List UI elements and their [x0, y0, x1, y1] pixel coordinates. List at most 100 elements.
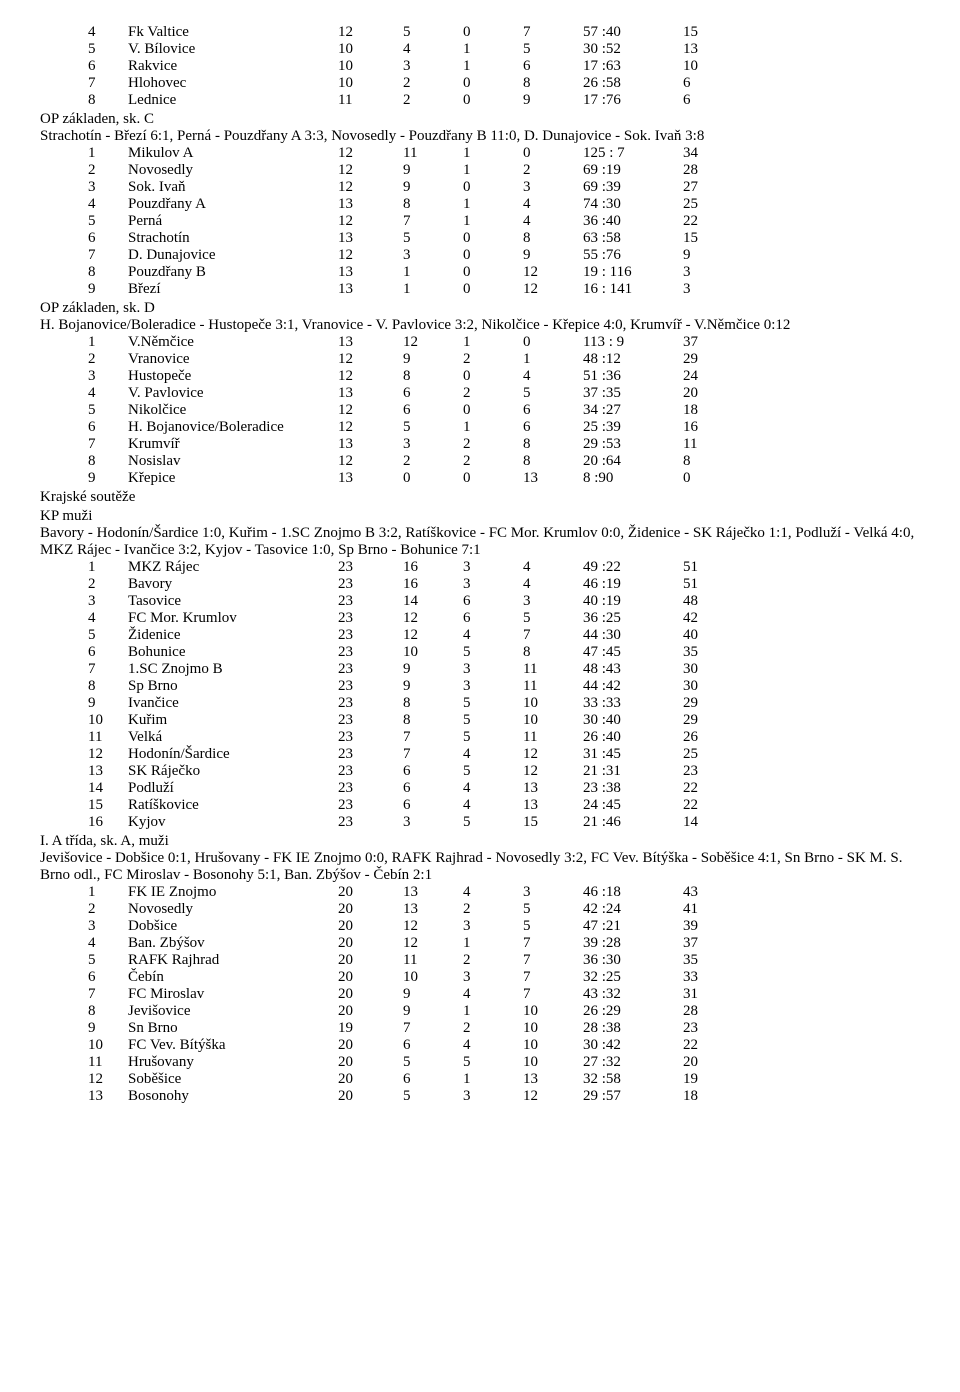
table-cell: 8 [523, 644, 583, 661]
table-cell: 6 [463, 610, 523, 627]
table-cell: 48 :12 [583, 351, 683, 368]
table-cell: 9 [88, 281, 128, 298]
table-cell: 18 [683, 402, 743, 419]
table-cell: 12 [523, 746, 583, 763]
table-cell: 63 :58 [583, 230, 683, 247]
table-cell: 11 [403, 952, 463, 969]
table-cell: 35 [683, 952, 743, 969]
table-cell: 30 :40 [583, 712, 683, 729]
table-cell: 13 [338, 470, 403, 487]
table-cell: 12 [523, 1088, 583, 1105]
table-cell: 20 [338, 952, 403, 969]
table-cell: 10 [523, 712, 583, 729]
table-cell: 4 [88, 385, 128, 402]
table-cell: 5 [403, 1054, 463, 1071]
table-cell: 13 [523, 1071, 583, 1088]
table-cell: 7 [403, 1020, 463, 1037]
table-cell: 6 [88, 644, 128, 661]
table-cell: Perná [128, 213, 338, 230]
table-cell: 7 [523, 627, 583, 644]
table-cell: 14 [403, 593, 463, 610]
table-cell: 4 [88, 935, 128, 952]
table-cell: 8 [403, 695, 463, 712]
table-cell: Březí [128, 281, 338, 298]
table-cell: 30 [683, 661, 743, 678]
table-cell: 12 [338, 419, 403, 436]
table-cell: 0 [463, 470, 523, 487]
table-cell: 57 :40 [583, 24, 683, 41]
table-cell: Pouzdřany A [128, 196, 338, 213]
table-cell: 10 [338, 58, 403, 75]
table-cell: 1 [463, 334, 523, 351]
table-cell: 3 [683, 264, 743, 281]
table-cell: Křepice [128, 470, 338, 487]
table-cell: 4 [88, 24, 128, 41]
table-cell: H. Bojanovice/Boleradice [128, 419, 338, 436]
table-cell: 15 [683, 230, 743, 247]
table-row: 5V. Bílovice1041530 :5213 [88, 41, 743, 58]
table-cell: Vranovice [128, 351, 338, 368]
table-cell: 2 [88, 901, 128, 918]
table-cell: 2 [88, 351, 128, 368]
table-cell: 29 [683, 695, 743, 712]
table-cell: 9 [403, 986, 463, 1003]
table-cell: 0 [463, 247, 523, 264]
table-cell: 5 [463, 695, 523, 712]
table-cell: Židenice [128, 627, 338, 644]
table-cell: 8 [523, 453, 583, 470]
table-cell: 0 [463, 75, 523, 92]
table-cell: 43 :32 [583, 986, 683, 1003]
table-cell: 23 [338, 729, 403, 746]
table-row: 6Bohunice23105847 :4535 [88, 644, 743, 661]
table-cell: 9 [683, 247, 743, 264]
table-row: 4Pouzdřany A1381474 :3025 [88, 196, 743, 213]
table-cell: 36 :40 [583, 213, 683, 230]
table-cell: 9 [403, 179, 463, 196]
table-cell: 10 [683, 58, 743, 75]
table-cell: 4 [463, 797, 523, 814]
table-cell: Kuřim [128, 712, 338, 729]
table-row: 12Hodonín/Šardice23741231 :4525 [88, 746, 743, 763]
table-row: 13SK Ráječko23651221 :3123 [88, 763, 743, 780]
table-cell: 39 [683, 918, 743, 935]
table-row: 8Nosislav1222820 :648 [88, 453, 743, 470]
table-cell: 12 [338, 145, 403, 162]
table-cell: 10 [403, 644, 463, 661]
table-cell: 15 [88, 797, 128, 814]
table-cell: 4 [523, 196, 583, 213]
table-cell: 0 [463, 92, 523, 109]
table-cell: Velká [128, 729, 338, 746]
table-cell: 17 :76 [583, 92, 683, 109]
table-cell: 20 [338, 1071, 403, 1088]
table-row: 7Krumvíř1332829 :5311 [88, 436, 743, 453]
table-cell: 2 [463, 436, 523, 453]
table-cell: 3 [403, 814, 463, 831]
section-kp-title2: KP muži [40, 508, 920, 525]
section-kp-title1: Krajské soutěže [40, 489, 920, 506]
table-cell: 27 :32 [583, 1054, 683, 1071]
table-cell: 12 [523, 763, 583, 780]
table-cell: 3 [403, 58, 463, 75]
table-row: 9Ivančice23851033 :3329 [88, 695, 743, 712]
table-cell: 19 : 116 [583, 264, 683, 281]
table-cell: 8 [523, 75, 583, 92]
table-cell: 4 [463, 1037, 523, 1054]
table-cell: 0 [463, 24, 523, 41]
table-row: 16Kyjov23351521 :4614 [88, 814, 743, 831]
table-cell: Dobšice [128, 918, 338, 935]
table-cell: 4 [523, 576, 583, 593]
table-cell: 23 [338, 678, 403, 695]
table-cell: 12 [338, 402, 403, 419]
table-cell: 12 [88, 746, 128, 763]
table-cell: 20 [338, 1088, 403, 1105]
table-cell: 25 :39 [583, 419, 683, 436]
table-cell: 5 [88, 213, 128, 230]
table-cell: 48 [683, 593, 743, 610]
table-cell: 5 [523, 610, 583, 627]
table-cell: Bosonohy [128, 1088, 338, 1105]
table-cell: 4 [523, 368, 583, 385]
section-kp-results: Bavory - Hodonín/Šardice 1:0, Kuřim - 1.… [40, 525, 920, 559]
table-cell: 2 [463, 901, 523, 918]
table-cell: 8 :90 [583, 470, 683, 487]
table-cell: 1 [463, 419, 523, 436]
